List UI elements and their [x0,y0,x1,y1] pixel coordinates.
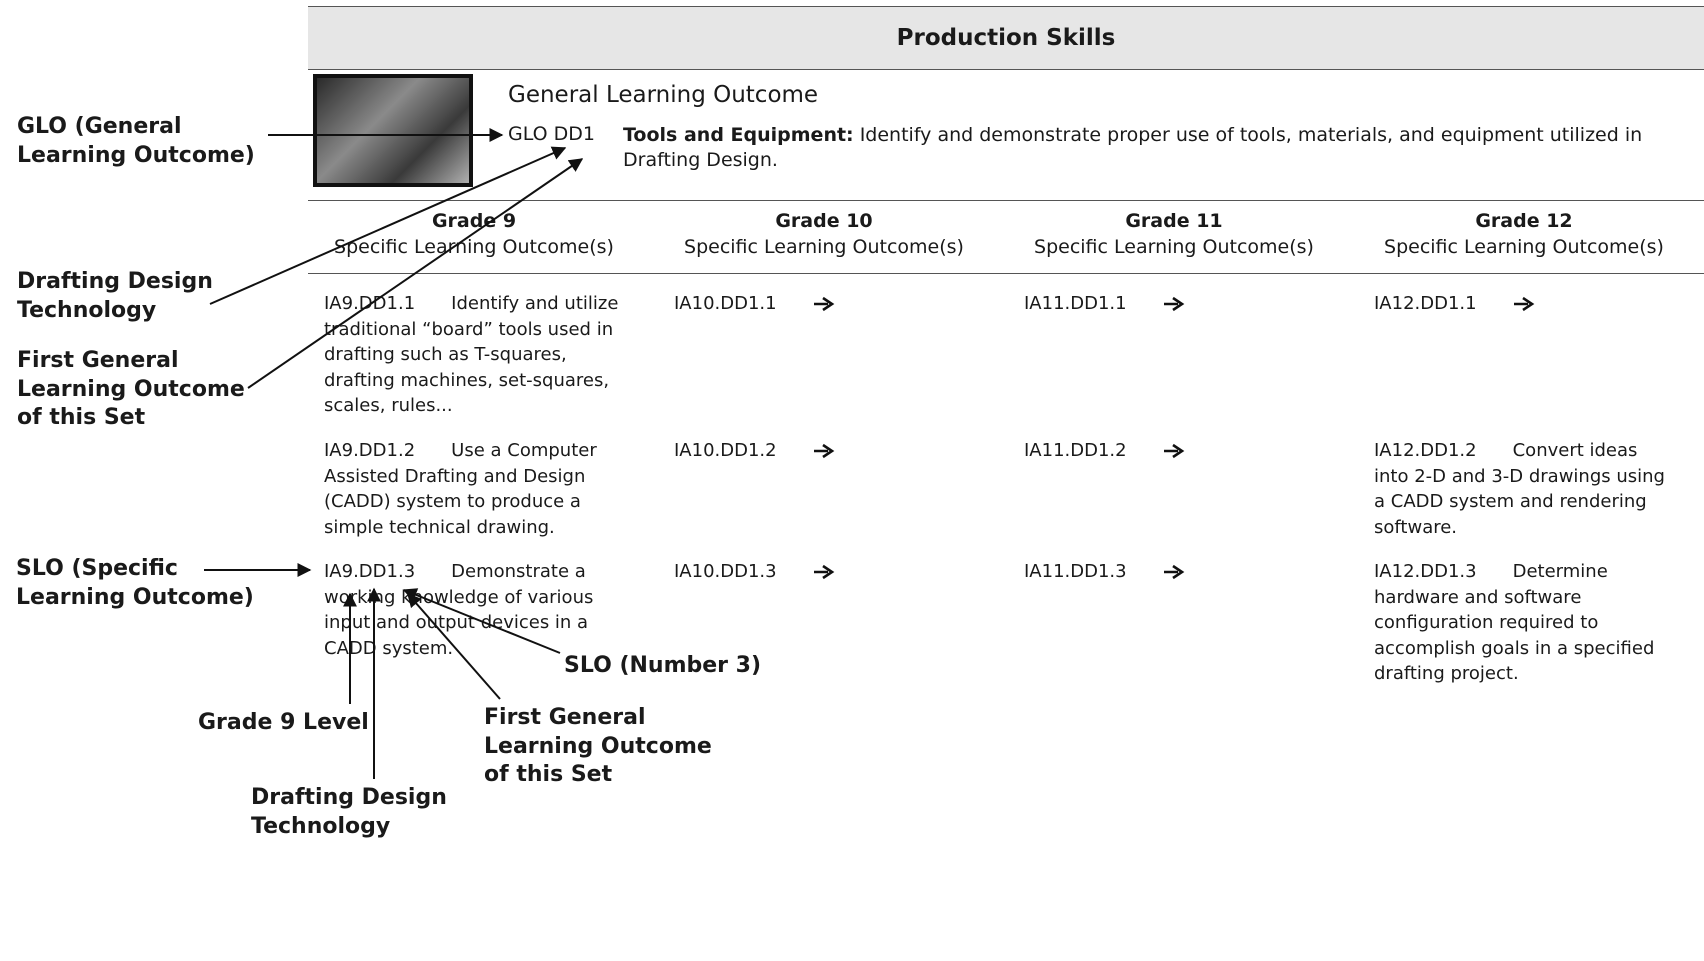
annotation-label: SLO (Number 3) [564,652,761,681]
outcome-code: IA10.DD1.1 [674,293,777,314]
annotation-line: Drafting Design [17,269,213,294]
arrow-shape [1513,296,1534,312]
annotation-label: Grade 9 Level [198,709,369,738]
outcome-code: IA10.DD1.3 [674,561,777,582]
outcome-cell: IA12.DD1.3 Determine hardware and softwar… [1374,559,1674,687]
annotation-line: Grade 9 Level [198,710,369,735]
annotation-line: First General [484,705,646,730]
outcome-cell: IA12.DD1.2 Convert ideas into 2-D and 3-D… [1374,438,1674,540]
outcome-cell: IA11.DD1.3 [1024,559,1324,585]
outcome-code: IA9.DD1.2 [324,440,416,461]
grade-label: Grade 11 [1125,210,1223,232]
continues-arrow [1513,296,1534,312]
divider [308,200,1704,201]
annotation-line: Learning Outcome [17,376,245,402]
continues-arrow [813,443,834,459]
outcome-text: Use a Computer Assisted Drafting and Des… [324,440,597,538]
outcome-code: IA11.DD1.3 [1024,561,1127,582]
outcome-code: IA9.DD1.1 [324,293,416,314]
outcome-cell: IA9.DD1.3 Demonstrate a working knowledge… [324,559,624,661]
column-subtitle: Specific Learning Outcome(s) [1384,236,1664,258]
glo-title: Tools and Equipment: [623,124,854,146]
glo-description: Tools and Equipment: Identify and demons… [623,123,1663,173]
annotation-label: GLO (General Learning Outcome) [17,113,255,170]
column-header: Grade 10 Specific Learning Outcome(s) [654,208,994,260]
column-subtitle: Specific Learning Outcome(s) [684,236,964,258]
annotation-line: Learning Outcome [484,733,712,759]
section-header: Production Skills [308,6,1704,70]
arrow-shape [1163,443,1184,459]
tools-photo [313,74,473,187]
arrow-shape [1163,296,1184,312]
column-subtitle: Specific Learning Outcome(s) [1034,236,1314,258]
divider [308,273,1704,274]
outcome-cell: IA9.DD1.1 Identify and utilize traditiona… [324,291,624,419]
annotation-line: Technology [251,813,391,839]
outcome-code: IA10.DD1.2 [674,440,777,461]
column-header: Grade 9 Specific Learning Outcome(s) [304,208,644,260]
arrow-shape [813,443,834,459]
section-title: Production Skills [896,25,1116,51]
annotation-line: GLO (General [17,114,182,139]
annotation-line: SLO (Number 3) [564,653,762,678]
annotation-label: First General Learning Outcome of this Set [17,347,245,433]
glo-code: GLO DD1 [508,123,595,145]
outcome-cell: IA10.DD1.2 [674,438,974,464]
outcome-text: Determine hardware and software configur… [1374,561,1655,684]
annotation-line: Learning Outcome) [16,584,254,610]
annotation-label: Drafting Design Technology [17,268,213,325]
glo-heading: General Learning Outcome [508,82,819,108]
annotation-line: SLO (Specific [16,556,178,581]
annotation-line: Drafting Design [251,785,447,810]
outcome-cell: IA11.DD1.2 [1024,438,1324,464]
continues-arrow [1163,296,1184,312]
outcome-cell: IA10.DD1.3 [674,559,974,585]
outcome-code: IA12.DD1.2 [1374,440,1477,461]
outcome-text: Convert ideas into 2-D and 3-D drawings … [1374,440,1665,538]
annotation-line: Learning Outcome) [17,142,255,168]
outcome-cell: IA9.DD1.2 Use a Computer Assisted Draftin… [324,438,624,540]
outcome-cell: IA10.DD1.1 [674,291,974,317]
outcome-code: IA11.DD1.2 [1024,440,1127,461]
continues-arrow [1163,564,1184,580]
arrow-shape [813,564,834,580]
continues-arrow [813,296,834,312]
outcome-code: IA12.DD1.3 [1374,561,1477,582]
continues-arrow [1163,443,1184,459]
annotation-label: Drafting Design Technology [251,784,447,841]
annotation-label: First General Learning Outcome of this Set [484,704,712,790]
outcome-code: IA12.DD1.1 [1374,293,1477,314]
outcome-code: IA9.DD1.3 [324,561,416,582]
column-header: Grade 11 Specific Learning Outcome(s) [1004,208,1344,260]
annotation-line: First General [17,348,179,373]
glo-text: Identify and demonstrate proper use of t… [623,124,1643,171]
column-subtitle: Specific Learning Outcome(s) [334,236,614,258]
grade-label: Grade 10 [775,210,873,232]
annotation-line: of this Set [484,762,613,787]
grade-label: Grade 9 [431,210,517,232]
arrow-shape [813,296,834,312]
outcome-cell: IA11.DD1.1 [1024,291,1324,317]
column-header: Grade 12 Specific Learning Outcome(s) [1354,208,1694,260]
arrow-shape [1163,564,1184,580]
continues-arrow [813,564,834,580]
grade-label: Grade 12 [1475,210,1573,232]
outcome-cell: IA12.DD1.1 [1374,291,1674,317]
annotation-line: of this Set [17,405,146,430]
outcome-code: IA11.DD1.1 [1024,293,1127,314]
annotation-line: Technology [17,297,157,323]
annotation-label: SLO (Specific Learning Outcome) [16,555,254,612]
